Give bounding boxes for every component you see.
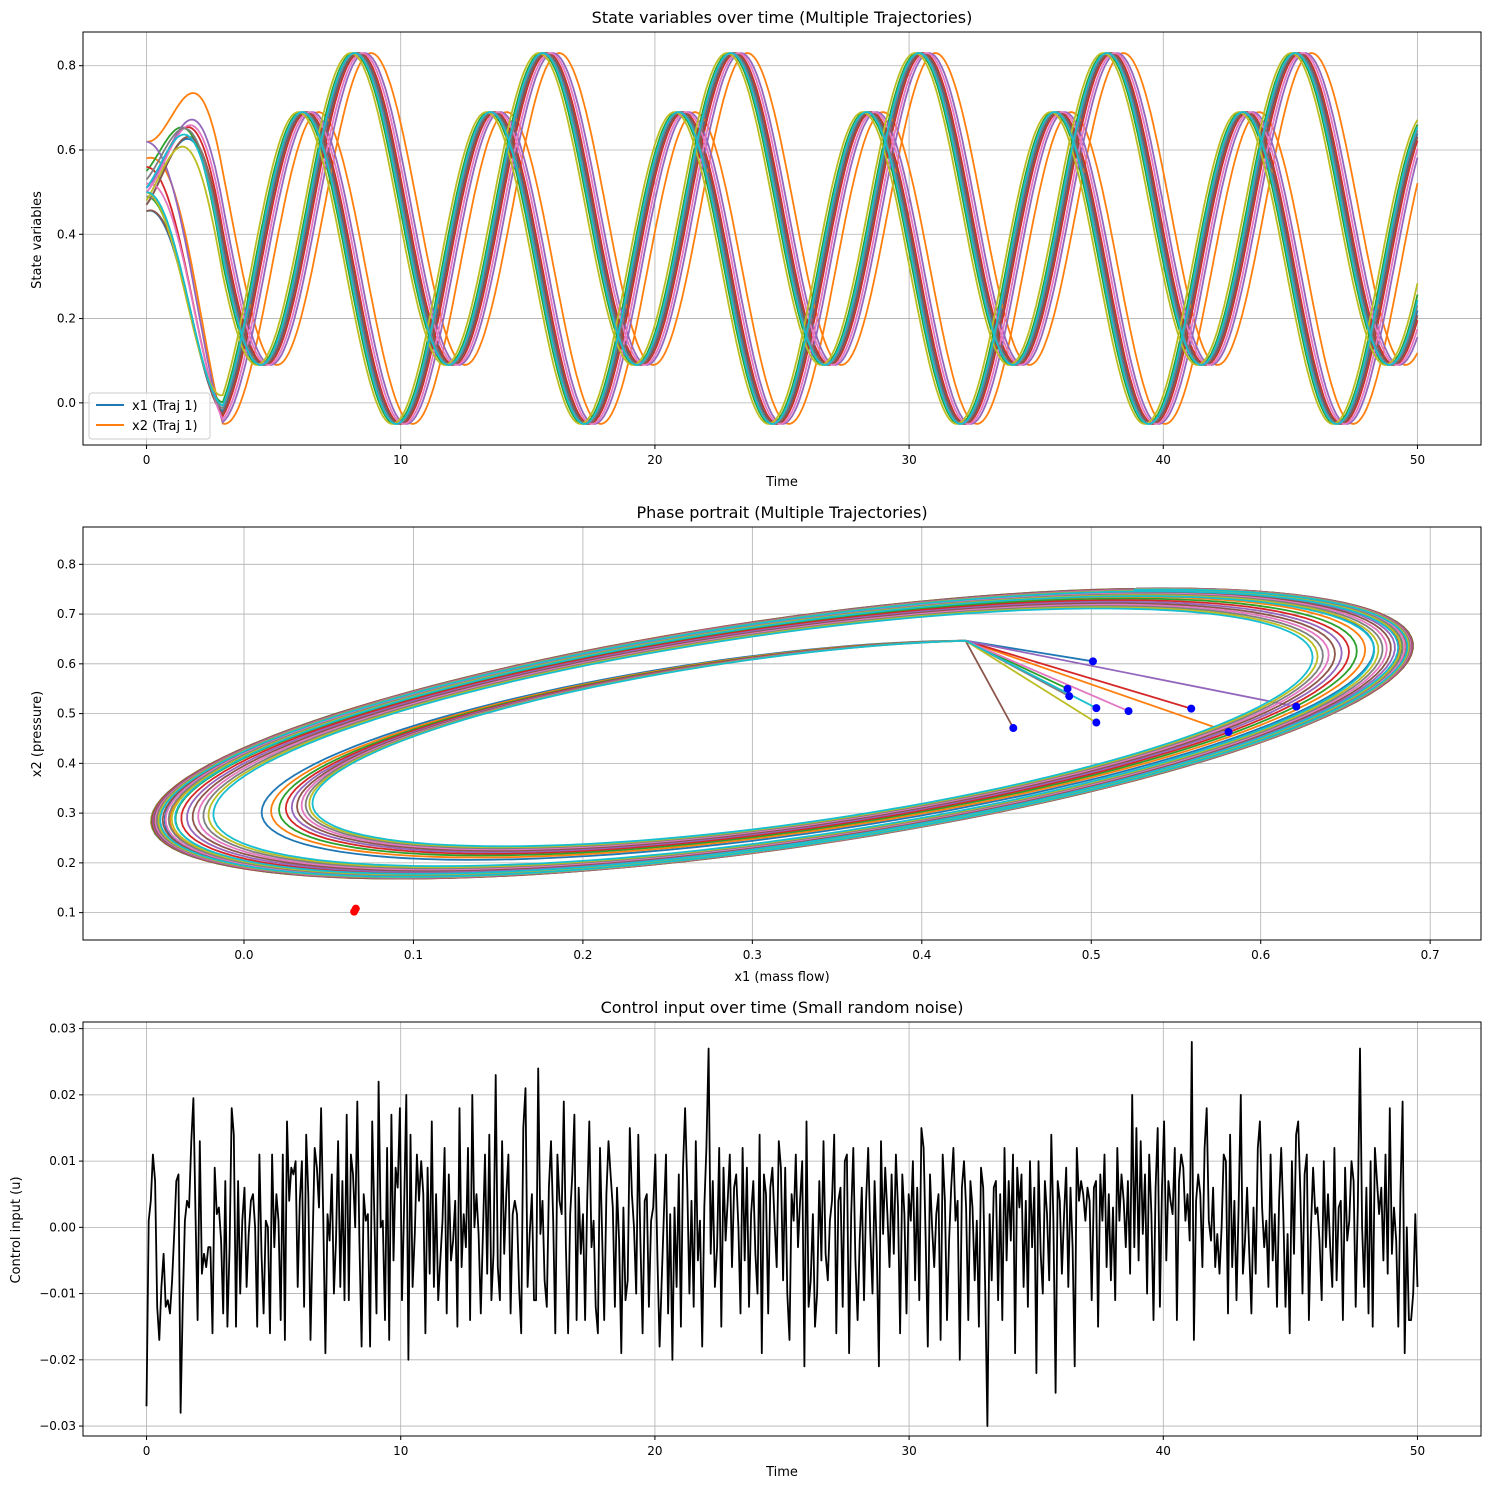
x2-line-traj-2 [146,52,1419,366]
x1-line-traj-7 [146,111,1419,425]
x-axis-label: x1 (mass flow) [734,970,829,985]
y-tick-label: 0.6 [57,657,76,671]
y-tick-label: 0.8 [57,59,76,73]
x1-line-traj-3 [146,111,1419,425]
axis-ticks: 0.0 0.1 0.2 0.3 0.4 0.5 0.6 0.7 0.1 0.2 0.3 0.4 0.5 0… [57,557,1440,962]
x-tick-label: 20 [647,1444,662,1458]
x-tick-label: 0 [143,1444,151,1458]
y-tick-label: 0.01 [49,1154,76,1168]
x-axis-label: Time [765,475,798,490]
y-tick-label: 0.0 [57,396,76,410]
y-tick-label: 0.3 [57,806,76,820]
x-tick-label: 0.7 [1421,948,1440,962]
x1-line-traj-6 [146,111,1419,425]
start-point-9 [1092,718,1101,727]
y-tick-label: 0.1 [57,906,76,920]
y-tick-label: 0.6 [57,143,76,157]
x-tick-label: 0.0 [234,948,253,962]
chart-title: Phase portrait (Multiple Trajectories) [636,503,927,522]
x1-line-traj-4 [146,111,1419,425]
plot-frame [82,1021,1482,1437]
y-tick-label: 0.2 [57,312,76,326]
y-tick-label: 0.2 [57,856,76,870]
start-point-7 [1124,707,1133,716]
control-input-chart: Control input over time (Small random no… [9,998,1482,1480]
x2-line-traj-9 [145,52,1419,366]
x-tick-label: 0.6 [1251,948,1270,962]
y-tick-label: −0.02 [39,1353,76,1367]
start-point-8 [1065,692,1074,701]
end-point-2 [351,904,360,913]
chart-title: State variables over time (Multiple Traj… [592,8,973,27]
start-point-5 [1292,702,1301,711]
start-point-6 [1009,724,1018,733]
y-tick-label: 0.8 [57,557,76,571]
y-tick-label: 0.7 [57,607,76,621]
trajectory-markers [350,657,1301,916]
y-tick-label: 0.02 [49,1088,76,1102]
x-tick-label: 50 [1410,453,1425,467]
x-tick-label: 0.4 [912,948,931,962]
x-tick-label: 0 [143,453,151,467]
grid [83,1022,1481,1436]
start-point-4 [1187,704,1196,713]
y-tick-label: 0.5 [57,707,76,721]
plot-frame [82,526,1482,941]
y-axis-label: Control input (u) [9,1176,24,1283]
y-tick-label: −0.03 [39,1419,76,1433]
phase-traj-10 [159,588,1409,878]
x-tick-label: 30 [901,1444,916,1458]
x-tick-label: 40 [1156,453,1171,467]
x-tick-label: 50 [1410,1444,1425,1458]
state-variables-chart: State variables over time (Multiple Traj… [30,8,1482,490]
y-tick-label: 0.4 [57,227,76,241]
x-tick-label: 0.5 [1082,948,1101,962]
x-tick-label: 10 [393,453,408,467]
x2-line-traj-10 [145,52,1419,366]
start-point-1 [1088,657,1097,666]
plot-frame [82,31,1482,446]
x-axis-label: Time [765,1465,798,1480]
trajectory-lines [150,587,1414,880]
x-tick-label: 0.1 [404,948,423,962]
x-tick-label: 20 [647,453,662,467]
y-tick-label: 0.03 [49,1022,76,1036]
y-tick-label: −0.01 [39,1287,76,1301]
y-tick-label: 0.4 [57,756,76,770]
legend-entry-x2: x2 (Traj 1) [132,419,198,434]
legend: x1 (Traj 1) x2 (Traj 1) [88,392,211,440]
control-input-line [145,1041,1419,1427]
chart-title: Control input over time (Small random no… [601,998,964,1017]
x1-line-traj-10 [146,111,1419,425]
start-point-3 [1063,684,1072,693]
axis-ticks: 0 10 20 30 40 50 0.0 0.2 0.4 0.6 0.8 [57,59,1425,467]
y-tick-label: 0.00 [49,1220,76,1234]
start-point-2 [1224,728,1233,737]
y-axis-label: x2 (pressure) [30,691,45,777]
x-tick-label: 30 [901,453,916,467]
x-tick-label: 40 [1156,1444,1171,1458]
series-lines [145,52,1419,425]
x-tick-label: 0.2 [573,948,592,962]
x1-line-traj-8 [146,111,1419,425]
axis-ticks: 0 10 20 30 40 50 −0.03 −0.02 −0.01 0.00 0.01 0.02 0.… [39,1022,1425,1458]
control-line [145,1041,1419,1427]
phase-portrait-chart: Phase portrait (Multiple Trajectories) 0… [30,503,1482,985]
legend-entry-x1: x1 (Traj 1) [132,399,198,414]
start-point-10 [1092,704,1101,713]
x-tick-label: 10 [393,1444,408,1458]
y-axis-label: State variables [30,191,45,289]
x-tick-label: 0.3 [743,948,762,962]
x1-line-traj-9 [146,111,1419,425]
